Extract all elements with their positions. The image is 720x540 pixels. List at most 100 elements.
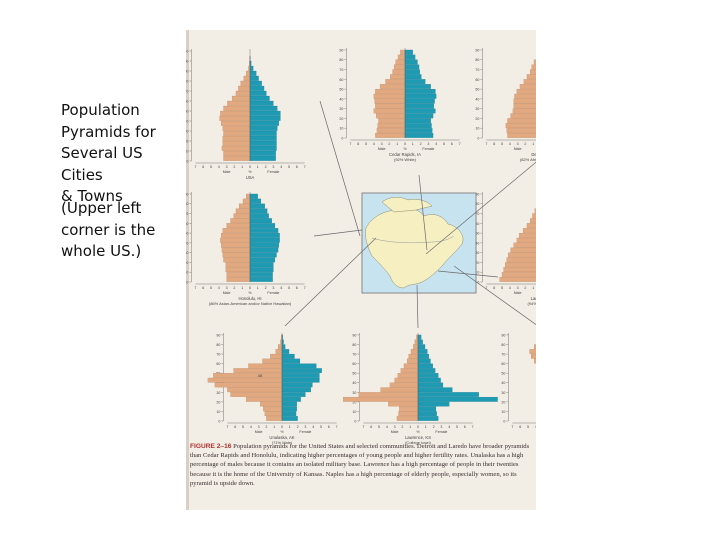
male-bar [231,95,251,101]
male-bar [516,88,536,94]
y-tick-label: 90 [339,48,343,52]
pyramid-chart: 0102030405060708090765432101234567Male%F… [186,192,306,306]
x-tick-label: 1 [425,425,427,429]
y-tick-label: 0 [341,137,343,141]
y-tick-label: 40 [475,241,479,245]
x-tick-label: 4 [280,286,282,290]
female-bar [249,237,280,243]
male-bar [220,237,251,243]
female-bar [249,70,257,76]
y-tick-label: 30 [216,391,220,395]
male-bar [245,193,251,199]
female-bar [249,75,259,81]
slide-title-line: Several US Cities [61,144,143,184]
x-tick-label: 3 [258,425,260,429]
male-bar [396,416,419,421]
y-tick-label: 10 [339,127,343,131]
y-tick-label: 20 [501,400,505,404]
male-bar [243,75,251,81]
connector-line [425,161,536,255]
female-bar [249,100,274,106]
pyramid-title: Lawrence, KS [405,435,431,440]
slide-title-line: Pyramids for [61,122,156,141]
male-bar [235,90,251,96]
male-bar [222,135,251,141]
y-tick-label: 50 [339,88,343,92]
pyramid-title: USA [246,175,255,180]
pyramid-title: Cedar Rapids, IA [389,152,421,157]
x-tick-label: 6 [493,286,495,290]
y-tick-label: 10 [216,410,220,414]
y-tick-label: 60 [475,78,479,82]
male-bar [531,353,536,359]
x-tick-label: 4 [280,165,282,169]
y-tick-label: 50 [352,372,356,376]
y-tick-label: 70 [475,212,479,216]
male-bar [395,59,406,65]
male-bar [394,377,419,383]
connector-line [313,229,363,237]
female-label: Female [267,291,279,295]
y-tick-label: 60 [216,362,220,366]
male-label: Male [378,147,386,151]
x-tick-label: 5 [242,425,244,429]
x-axis-label: % [280,430,284,434]
pyramid-subtitle: (71% Male) [272,440,293,445]
y-tick-label: 0 [477,281,479,285]
x-tick-label: 2 [524,286,526,290]
x-tick-label: 2 [388,142,390,146]
male-bar [526,74,536,80]
male-bar [240,80,251,86]
female-bar [281,344,286,350]
y-tick-label: 20 [475,117,479,121]
y-tick-label: 20 [339,117,343,121]
pyramid-chart: 0102030405060708090100110765432101234567… [186,49,306,180]
pyramid-chart: 0102030405060708090765432101234567Male%F… [207,333,338,445]
x-tick-label: 1 [257,286,259,290]
male-bar [223,155,251,161]
female-bar [249,105,278,111]
x-tick-label: 1 [532,286,534,290]
female-bar [249,150,276,156]
male-bar [227,387,283,393]
male-bar [529,69,536,75]
female-bar [281,368,322,373]
x-tick-label: 2 [401,425,403,429]
y-tick-label: 70 [186,212,188,216]
male-bar [529,349,536,354]
y-tick-label: 30 [475,107,479,111]
y-tick-label: 60 [186,222,188,226]
male-bar [223,257,251,263]
y-tick-label: 80 [475,58,479,62]
y-tick-label: 20 [186,140,188,144]
female-bar [281,382,313,388]
female-bar [249,213,269,219]
male-bar [238,203,251,209]
x-tick-label: 1 [289,425,291,429]
x-tick-label: 6 [234,425,236,429]
y-tick-label: 90 [186,70,188,74]
male-bar [507,118,536,124]
female-bar [249,223,276,228]
female-bar [281,349,290,354]
north-america-map [361,192,477,294]
y-tick-label: 20 [186,261,188,265]
male-bar [358,392,419,397]
y-tick-label: 70 [186,90,188,94]
male-bar [343,396,419,402]
y-tick-label: 50 [186,110,188,114]
female-bar [404,69,420,75]
x-tick-label: 0 [249,165,251,169]
male-bar [242,198,251,204]
male-bar [220,110,251,116]
female-bar [404,88,436,94]
x-tick-label: 6 [328,425,330,429]
female-bar [417,363,433,369]
pyramid-chart: 0102030405060708090765432101234567Male%F… [501,333,536,429]
x-axis-label: % [403,147,407,151]
x-tick-label: 1 [532,142,534,146]
male-bar [262,358,283,364]
male-bar [233,213,251,219]
male-bar [221,145,251,151]
female-bar [404,84,431,89]
